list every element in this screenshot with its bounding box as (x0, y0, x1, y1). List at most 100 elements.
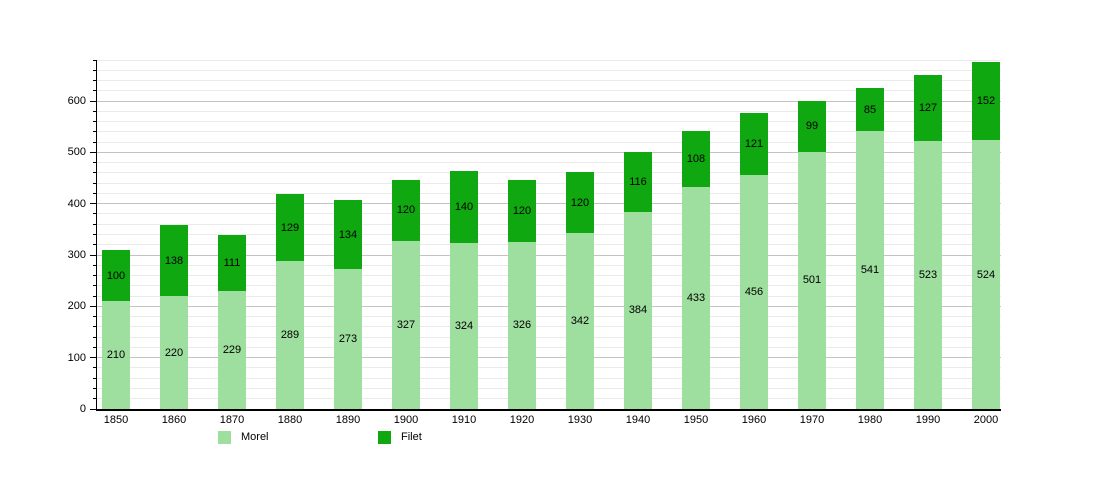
bar-segment-filet-1910: 140 (450, 170, 478, 243)
minor-gridline (97, 90, 1001, 92)
x-tick-label: 1990 (915, 414, 941, 426)
legend-label-filet: Filet (401, 431, 422, 443)
bar-segment-morel-1980: 541 (856, 131, 884, 409)
bar-group-1860: 138 220 (160, 225, 188, 409)
minor-gridline (97, 110, 1001, 112)
bar-segment-morel-1850: 210 (102, 301, 130, 409)
bar-value-label: 210 (106, 349, 126, 362)
y-tick-label: 100 (67, 351, 86, 364)
bar-segment-filet-1860: 138 (160, 225, 188, 297)
bar-segment-filet-1850: 100 (102, 249, 130, 302)
minor-gridline (97, 141, 1001, 143)
bar-value-label: 108 (686, 153, 706, 166)
bar-segment-filet-1930: 120 (566, 171, 594, 234)
bar-group-1980: 85 541 (856, 87, 884, 409)
minor-gridline (97, 316, 1001, 318)
y-axis-minor-tick (93, 223, 97, 225)
y-axis-major-tick (90, 151, 97, 153)
x-tick-label: 1860 (161, 414, 187, 426)
bar-value-label: 384 (628, 304, 648, 317)
bar-value-label: 524 (976, 268, 996, 281)
minor-gridline (97, 234, 1001, 235)
bar-group-1880: 129 289 (276, 194, 304, 409)
minor-gridline (97, 244, 1001, 246)
y-axis-minor-tick (93, 264, 97, 266)
minor-gridline (97, 367, 1001, 369)
bar-segment-filet-1880: 129 (276, 194, 304, 261)
bar-value-label: 100 (106, 269, 126, 282)
bar-value-label: 116 (629, 176, 647, 189)
bar-value-label: 121 (744, 137, 764, 150)
minor-gridline (97, 80, 1001, 82)
major-gridline (97, 151, 1001, 153)
y-axis-minor-tick (93, 326, 97, 328)
minor-gridline (97, 121, 1001, 123)
bar-value-label: 327 (396, 319, 416, 332)
legend-label-morel: Morel (241, 431, 269, 443)
bar-value-label: 433 (686, 291, 706, 304)
bar-group-1970: 99 501 (798, 101, 826, 409)
y-axis-minor-tick (93, 131, 97, 133)
y-axis-minor-tick (93, 121, 97, 123)
minor-gridline (97, 264, 1001, 266)
bar-segment-morel-2000: 524 (972, 140, 1000, 409)
y-axis-minor-tick (93, 244, 97, 246)
bar-segment-morel-1960: 456 (740, 174, 768, 409)
bar-segment-morel-1910: 324 (450, 242, 478, 409)
bar-segment-filet-1900: 120 (392, 179, 420, 242)
bar-value-label: 120 (396, 204, 416, 217)
x-tick-label: 1950 (683, 414, 709, 426)
y-axis-minor-tick (93, 172, 97, 174)
bar-segment-filet-1970: 99 (798, 101, 826, 152)
major-gridline (97, 203, 1001, 205)
bar-group-1850: 100 210 (102, 249, 130, 409)
bar-value-label: 140 (454, 200, 474, 213)
major-gridline (97, 305, 1001, 307)
bar-value-label: 501 (802, 274, 822, 287)
bar-segment-filet-1920: 120 (508, 180, 536, 242)
bar-group-1950: 108 433 (682, 131, 710, 409)
bar-group-1930: 120 342 (566, 171, 594, 409)
bar-value-label: 456 (744, 285, 764, 298)
x-tick-label: 1960 (741, 414, 767, 426)
bar-value-label: 134 (338, 228, 358, 241)
minor-gridline (97, 213, 1001, 215)
y-axis-minor-tick (93, 59, 97, 61)
x-tick-label: 1890 (335, 414, 361, 426)
y-axis-minor-tick (93, 69, 97, 71)
minor-gridline (97, 162, 1001, 164)
minor-gridline (97, 275, 1001, 277)
minor-gridline (97, 387, 1001, 389)
y-axis-minor-tick (93, 90, 97, 92)
minor-gridline (97, 223, 1001, 225)
bar-value-label: 273 (338, 332, 358, 345)
bar-segment-filet-1960: 121 (740, 112, 768, 175)
bar-value-label: 85 (863, 103, 877, 116)
bar-group-1960: 121 456 (740, 112, 768, 409)
bar-segment-morel-1990: 523 (914, 140, 942, 409)
y-axis-minor-tick (93, 275, 97, 277)
bar-value-label: 541 (860, 264, 880, 277)
y-axis-minor-tick (93, 141, 97, 143)
y-axis-major-tick (90, 305, 97, 307)
y-axis-major-tick (90, 100, 97, 102)
y-tick-label: 300 (67, 249, 86, 262)
bar-value-label: 229 (222, 344, 242, 357)
y-axis-major-tick (90, 357, 97, 359)
bar-value-label: 120 (570, 196, 590, 209)
y-axis-major-tick (90, 254, 97, 256)
y-axis-minor-tick (93, 162, 97, 164)
y-axis-minor-tick (93, 295, 97, 297)
bar-segment-morel-1940: 384 (624, 211, 652, 409)
gridlines-layer (97, 59, 1001, 409)
minor-gridline (97, 182, 1001, 184)
y-axis-minor-tick (93, 192, 97, 194)
x-tick-label: 1850 (103, 414, 129, 426)
x-tick-label: 1980 (857, 414, 883, 426)
y-tick-label: 600 (67, 95, 86, 108)
minor-gridline (97, 326, 1001, 328)
bar-segment-morel-1930: 342 (566, 233, 594, 409)
bars-layer: 100 210 138 220 111 229 129 289 134 273 120 327 140 3… (97, 60, 1001, 409)
x-tick-label: 1870 (219, 414, 245, 426)
